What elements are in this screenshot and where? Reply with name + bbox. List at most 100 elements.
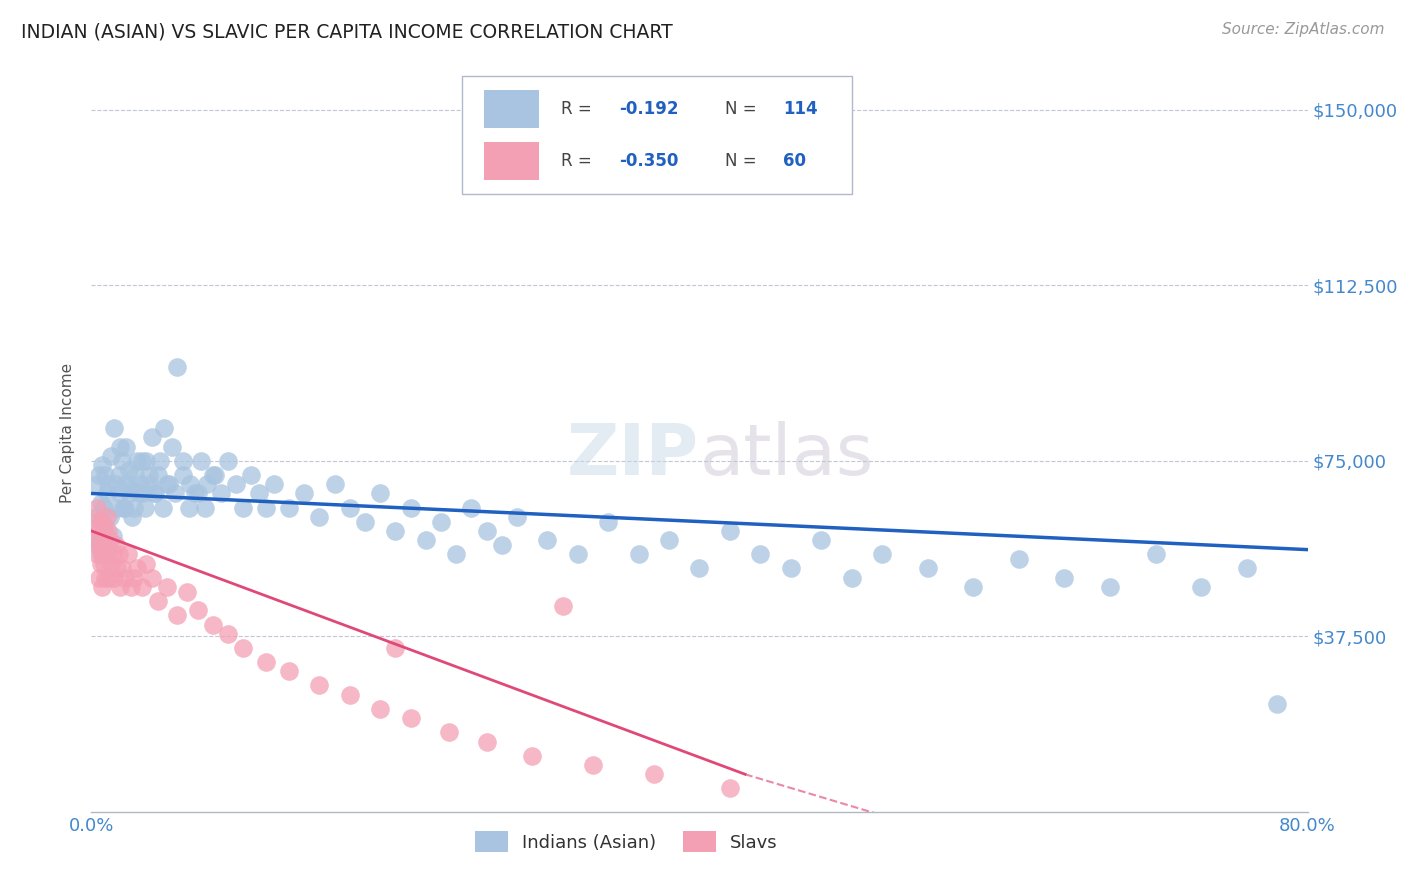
Point	[89, 538, 111, 552]
Point	[582, 758, 605, 772]
Point	[125, 561, 148, 575]
Point	[156, 477, 179, 491]
Text: INDIAN (ASIAN) VS SLAVIC PER CAPITA INCOME CORRELATION CHART: INDIAN (ASIAN) VS SLAVIC PER CAPITA INCO…	[21, 22, 673, 41]
Point	[131, 580, 153, 594]
Point	[138, 467, 160, 482]
Text: N =: N =	[725, 152, 756, 169]
Point	[202, 467, 225, 482]
Text: atlas: atlas	[699, 421, 875, 490]
Point	[598, 515, 620, 529]
Point	[110, 486, 132, 500]
Point	[97, 524, 120, 538]
Point	[115, 477, 138, 491]
Point	[1265, 697, 1288, 711]
Point	[111, 561, 134, 575]
Point	[278, 665, 301, 679]
Point	[551, 599, 574, 613]
Point	[779, 561, 801, 575]
Point	[491, 538, 513, 552]
Point	[100, 557, 122, 571]
Point	[91, 515, 114, 529]
Point	[86, 547, 108, 561]
Point	[190, 453, 212, 467]
Point	[105, 561, 128, 575]
Point	[339, 500, 361, 515]
Point	[1008, 552, 1031, 566]
Point	[84, 533, 107, 548]
Point	[384, 640, 406, 655]
Point	[460, 500, 482, 515]
Point	[166, 360, 188, 375]
Point	[86, 538, 108, 552]
Point	[129, 477, 152, 491]
Text: -0.350: -0.350	[619, 152, 679, 169]
Point	[101, 547, 124, 561]
Point	[107, 547, 129, 561]
Point	[131, 453, 153, 467]
Point	[688, 561, 710, 575]
Point	[232, 640, 254, 655]
Point	[232, 500, 254, 515]
Point	[195, 477, 218, 491]
Point	[187, 486, 209, 500]
FancyBboxPatch shape	[463, 77, 852, 194]
Point	[124, 467, 146, 482]
Point	[217, 453, 239, 467]
Point	[103, 571, 125, 585]
Point	[97, 571, 120, 585]
Point	[103, 421, 125, 435]
Point	[354, 515, 377, 529]
Point	[101, 528, 124, 542]
FancyBboxPatch shape	[484, 90, 538, 128]
Point	[194, 500, 217, 515]
Point	[135, 453, 157, 467]
Point	[96, 509, 118, 524]
Point	[94, 519, 117, 533]
Point	[841, 571, 863, 585]
Point	[120, 482, 142, 496]
Point	[110, 580, 132, 594]
Point	[209, 486, 232, 500]
Point	[506, 509, 529, 524]
Point	[125, 453, 148, 467]
Point	[117, 547, 139, 561]
Point	[339, 688, 361, 702]
Text: 60: 60	[783, 152, 807, 169]
Point	[89, 496, 111, 510]
Point	[749, 547, 772, 561]
Point	[1189, 580, 1212, 594]
Point	[368, 702, 391, 716]
Point	[100, 449, 122, 463]
Point	[86, 477, 108, 491]
Point	[156, 580, 179, 594]
Point	[522, 748, 544, 763]
Point	[93, 557, 115, 571]
Point	[870, 547, 893, 561]
Point	[187, 603, 209, 617]
Point	[179, 477, 201, 491]
Point	[278, 500, 301, 515]
Point	[91, 458, 114, 473]
Point	[247, 486, 270, 500]
Point	[105, 500, 128, 515]
Point	[98, 533, 121, 548]
Point	[917, 561, 939, 575]
Point	[132, 486, 155, 500]
Text: R =: R =	[561, 100, 592, 118]
Point	[153, 421, 176, 435]
Point	[430, 515, 453, 529]
Point	[163, 486, 186, 500]
Point	[110, 440, 132, 454]
Point	[91, 515, 114, 529]
Point	[263, 477, 285, 491]
Point	[96, 542, 118, 557]
Legend: Indians (Asian), Slavs: Indians (Asian), Slavs	[468, 824, 785, 860]
Point	[104, 538, 127, 552]
Point	[128, 486, 150, 500]
Point	[810, 533, 832, 548]
Point	[152, 500, 174, 515]
Point	[172, 467, 194, 482]
Point	[204, 467, 226, 482]
Text: 114: 114	[783, 100, 818, 118]
Point	[444, 547, 467, 561]
